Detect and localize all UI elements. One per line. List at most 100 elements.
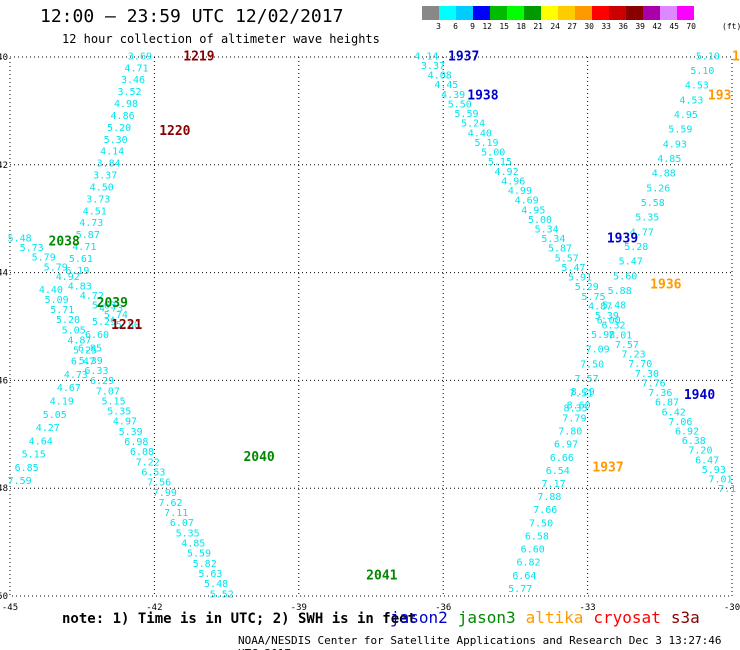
wave-height-value: 5.35 (635, 213, 659, 224)
wave-height-value: 4.64 (29, 436, 53, 447)
wave-height-value: 5.47 (561, 263, 585, 274)
pass-time-label: 2041 (366, 568, 397, 583)
wave-height-value: 6.97 (554, 440, 578, 451)
wave-height-value: 5.15 (488, 157, 512, 168)
wave-height-value: 4.98 (114, 99, 138, 110)
wave-height-value: 5.34 (541, 234, 565, 245)
wave-height-value: 4.53 (685, 81, 709, 92)
wave-height-value: 7.20 (688, 446, 712, 457)
wave-height-value: 5.00 (481, 148, 505, 159)
wave-height-value: 7.99 (153, 488, 177, 499)
y-tick-label: -40 (0, 53, 8, 63)
wave-height-value: 4.92 (495, 167, 519, 178)
wave-height-value: 6.47 (695, 455, 719, 466)
wave-height-value: 4.73 (79, 218, 103, 229)
wave-height-value: 5.82 (193, 559, 217, 570)
wave-height-value: 5.10 (690, 66, 714, 77)
x-tick-label: -30 (724, 603, 740, 613)
wave-height-value: 3.69 (128, 51, 152, 62)
wave-height-value: 6.85 (15, 463, 39, 474)
wave-height-value: 5.26 (646, 183, 670, 194)
wave-height-value: 6.38 (682, 436, 706, 447)
wave-height-value: 7.17 (542, 479, 566, 490)
legend-label: 3 (436, 22, 441, 31)
wave-height-value: 5.52 (210, 589, 234, 600)
wave-height-value: 7.11 (164, 508, 188, 519)
legend-swatch (439, 6, 456, 20)
x-tick-label: -39 (291, 603, 307, 613)
legend-label: 39 (635, 22, 645, 31)
legend-label: 9 (470, 22, 475, 31)
legend-swatch (473, 6, 490, 20)
y-tick-label: -50 (0, 592, 8, 602)
wave-height-value: 7.56 (147, 478, 171, 489)
wave-height-value: 7.79 (562, 413, 586, 424)
wave-height-value: 5.73 (20, 243, 44, 254)
wave-height-value: 5.58 (641, 198, 665, 209)
wave-height-value: 6.54 (546, 466, 570, 477)
map-title: 12:00 – 23:59 UTC 12/02/2017 (40, 6, 344, 27)
wave-height-value: 5.87 (548, 244, 572, 255)
wave-height-value: 6.29 (90, 376, 114, 387)
wave-height-value: 5.48 (8, 234, 32, 245)
satellite-jason2: jason2 (390, 608, 448, 627)
note-text: note: 1) Time is in UTC; 2) SWH is in fe… (62, 611, 417, 627)
wave-height-value: 5.09 (45, 295, 69, 306)
wave-height-value: 5.05 (62, 325, 86, 336)
wave-height-value: 5.39 (119, 427, 143, 438)
wave-height-value: 6.64 (512, 571, 536, 582)
wave-height-value: 5.00 (528, 215, 552, 226)
wave-height-value: 7.59 (8, 476, 32, 487)
wave-height-value: 6.42 (662, 407, 686, 418)
wave-height-value: 8.29 (571, 387, 595, 398)
legend-label: 18 (516, 22, 526, 31)
legend-swatch (643, 6, 660, 20)
legend-swatch (575, 6, 592, 20)
pass-time-label: 1937 (592, 461, 623, 476)
satellite-altika: altika (525, 608, 584, 627)
wave-height-value: 5.19 (474, 138, 498, 149)
wave-height-value: 4.95 (521, 205, 545, 216)
wave-height-value: 5.87 (76, 230, 100, 241)
legend-swatch (558, 6, 575, 20)
wave-height-value: 5.50 (448, 99, 472, 110)
wave-height-value: 7.51 (569, 389, 593, 400)
wave-height-value: 5.79 (32, 253, 56, 264)
legend-label: 45 (669, 22, 679, 31)
legend-swatch (490, 6, 507, 20)
wave-height-value: 5.74 (104, 310, 128, 321)
wave-height-value: 4.40 (39, 285, 63, 296)
wave-height-value: 3.37 (421, 61, 445, 72)
wave-height-value: 5.47 (619, 257, 643, 268)
wave-height-value: 5.35 (176, 528, 200, 539)
legend-swatch (609, 6, 626, 20)
wave-height-value: 7.07 (96, 386, 120, 397)
wave-height-value: 7.01 (708, 475, 732, 486)
wave-height-value: 4.73 (99, 304, 123, 315)
wave-height-value: 5.39 (595, 311, 619, 322)
wave-height-value: 4.99 (508, 186, 532, 197)
wave-height-value: 6.00 (597, 315, 621, 326)
wave-height-value: 4.27 (36, 423, 60, 434)
wave-height-value: 3.37 (93, 171, 117, 182)
wave-height-value: 4.85 (657, 154, 681, 165)
wave-height-value: 6.66 (550, 453, 574, 464)
pass-time-label: 1219 (183, 49, 214, 64)
legend-label: 24 (550, 22, 560, 31)
wave-height-value: 7.80 (558, 427, 582, 438)
wave-height-value: 7.70 (628, 359, 652, 370)
wave-height-value: 5.24 (461, 119, 485, 130)
wave-height-value: 4.69 (515, 196, 539, 207)
wave-height-value: 5.39 (79, 356, 103, 367)
y-tick-label: -42 (0, 161, 8, 171)
wave-height-value: 5.75 (581, 292, 605, 303)
footer-credit: NOAA/NESDIS Center for Satellite Applica… (238, 634, 722, 650)
wave-height-value: 7.57 (575, 374, 599, 385)
legend-swatch (626, 6, 643, 20)
wave-height-value: 5.91 (568, 273, 592, 284)
pass-time-label: 1937 (448, 49, 479, 64)
pass-time-label: 2039 (97, 296, 128, 311)
pass-time-label: 2040 (243, 450, 274, 465)
legend-label: 42 (652, 22, 662, 31)
